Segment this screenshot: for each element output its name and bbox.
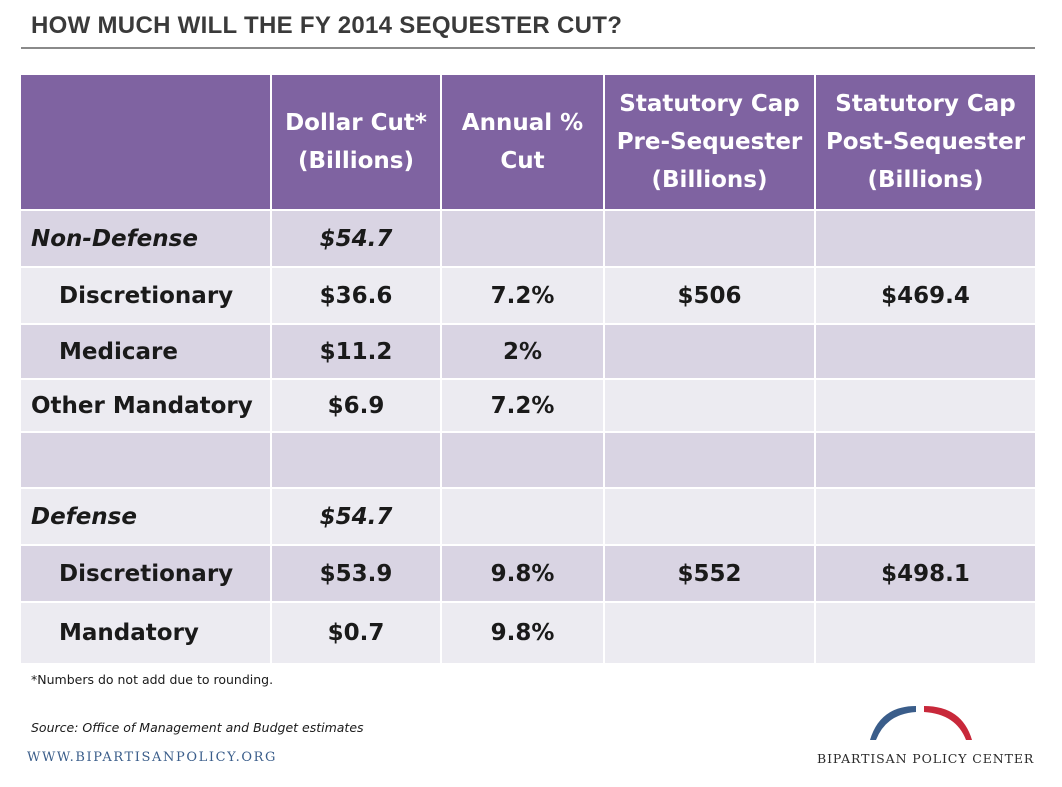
annual-cut-cell: 7.2% — [440, 378, 605, 433]
sequester-table: Dollar Cut* (Billions) Annual % Cut Stat… — [19, 73, 1037, 665]
table-row — [19, 431, 1037, 489]
annual-cut-cell — [440, 431, 605, 489]
cap-pre-cell: $552 — [603, 544, 816, 603]
cap-pre-cell: $506 — [603, 266, 816, 325]
bipartisan-arch-icon — [870, 706, 972, 740]
header-line: Dollar Cut* — [285, 110, 427, 136]
cap-post-cell — [814, 378, 1037, 433]
annual-cut-cell — [440, 487, 605, 546]
cap-post-cell — [814, 431, 1037, 489]
annual-cut-cell: 2% — [440, 323, 605, 380]
table-row: Medicare $11.2 2% — [19, 323, 1037, 380]
cap-post-cell — [814, 601, 1037, 665]
cap-pre-cell — [603, 487, 816, 546]
dollar-cut-cell: $0.7 — [270, 601, 442, 665]
cap-pre-cell — [603, 323, 816, 380]
row-label: Defense — [19, 487, 272, 546]
header-empty — [19, 73, 272, 211]
header-line: Statutory Cap — [619, 91, 800, 117]
cap-pre-cell — [603, 601, 816, 665]
cap-pre-cell — [603, 378, 816, 433]
dollar-cut-cell: $54.7 — [270, 487, 442, 546]
source-note: Source: Office of Management and Budget … — [31, 720, 364, 735]
table-row: Discretionary $36.6 7.2% $506 $469.4 — [19, 266, 1037, 325]
annual-cut-cell: 9.8% — [440, 601, 605, 665]
footnote: *Numbers do not add due to rounding. — [31, 672, 274, 687]
header-line: Post-Sequester — [825, 129, 1026, 155]
table-header-row: Dollar Cut* (Billions) Annual % Cut Stat… — [19, 73, 1037, 211]
dollar-cut-cell: $54.7 — [270, 209, 442, 268]
dollar-cut-cell: $36.6 — [270, 266, 442, 325]
table-row: Discretionary $53.9 9.8% $552 $498.1 — [19, 544, 1037, 603]
header-line: Statutory Cap — [835, 91, 1016, 117]
header-cap-post: Statutory Cap Post-Sequester (Billions) — [814, 73, 1037, 211]
page-title: HOW MUCH WILL THE FY 2014 SEQUESTER CUT? — [31, 12, 623, 39]
header-line: (Billions) — [867, 167, 984, 193]
annual-cut-cell — [440, 209, 605, 268]
row-label: Discretionary — [19, 544, 272, 603]
header-line: Cut — [500, 148, 545, 174]
header-line: Pre-Sequester — [616, 129, 803, 155]
row-label — [19, 431, 272, 489]
table-row: Mandatory $0.7 9.8% — [19, 601, 1037, 665]
cap-post-cell: $498.1 — [814, 544, 1037, 603]
cap-pre-cell — [603, 431, 816, 489]
row-label: Non-Defense — [19, 209, 272, 268]
cap-post-cell — [814, 323, 1037, 380]
row-label: Other Mandatory — [19, 378, 272, 433]
title-divider — [21, 47, 1035, 49]
cap-post-cell — [814, 487, 1037, 546]
row-label: Medicare — [19, 323, 272, 380]
row-label: Mandatory — [19, 601, 272, 665]
header-line: Annual % — [461, 110, 584, 136]
annual-cut-cell: 7.2% — [440, 266, 605, 325]
table-row: Other Mandatory $6.9 7.2% — [19, 378, 1037, 433]
table-row: Non-Defense $54.7 — [19, 209, 1037, 268]
dollar-cut-cell — [270, 431, 442, 489]
organization-name: BIPARTISAN POLICY CENTER — [817, 751, 1035, 766]
cap-post-cell — [814, 209, 1037, 268]
header-dollar-cut: Dollar Cut* (Billions) — [270, 73, 442, 211]
header-line: (Billions) — [651, 167, 768, 193]
dollar-cut-cell: $11.2 — [270, 323, 442, 380]
dollar-cut-cell: $6.9 — [270, 378, 442, 433]
cap-post-cell: $469.4 — [814, 266, 1037, 325]
row-label: Discretionary — [19, 266, 272, 325]
header-cap-pre: Statutory Cap Pre-Sequester (Billions) — [603, 73, 816, 211]
website-link[interactable]: WWW.BIPARTISANPOLICY.ORG — [27, 750, 277, 765]
header-line: (Billions) — [298, 148, 414, 174]
table-row: Defense $54.7 — [19, 487, 1037, 546]
dollar-cut-cell: $53.9 — [270, 544, 442, 603]
cap-pre-cell — [603, 209, 816, 268]
annual-cut-cell: 9.8% — [440, 544, 605, 603]
header-annual-cut: Annual % Cut — [440, 73, 605, 211]
